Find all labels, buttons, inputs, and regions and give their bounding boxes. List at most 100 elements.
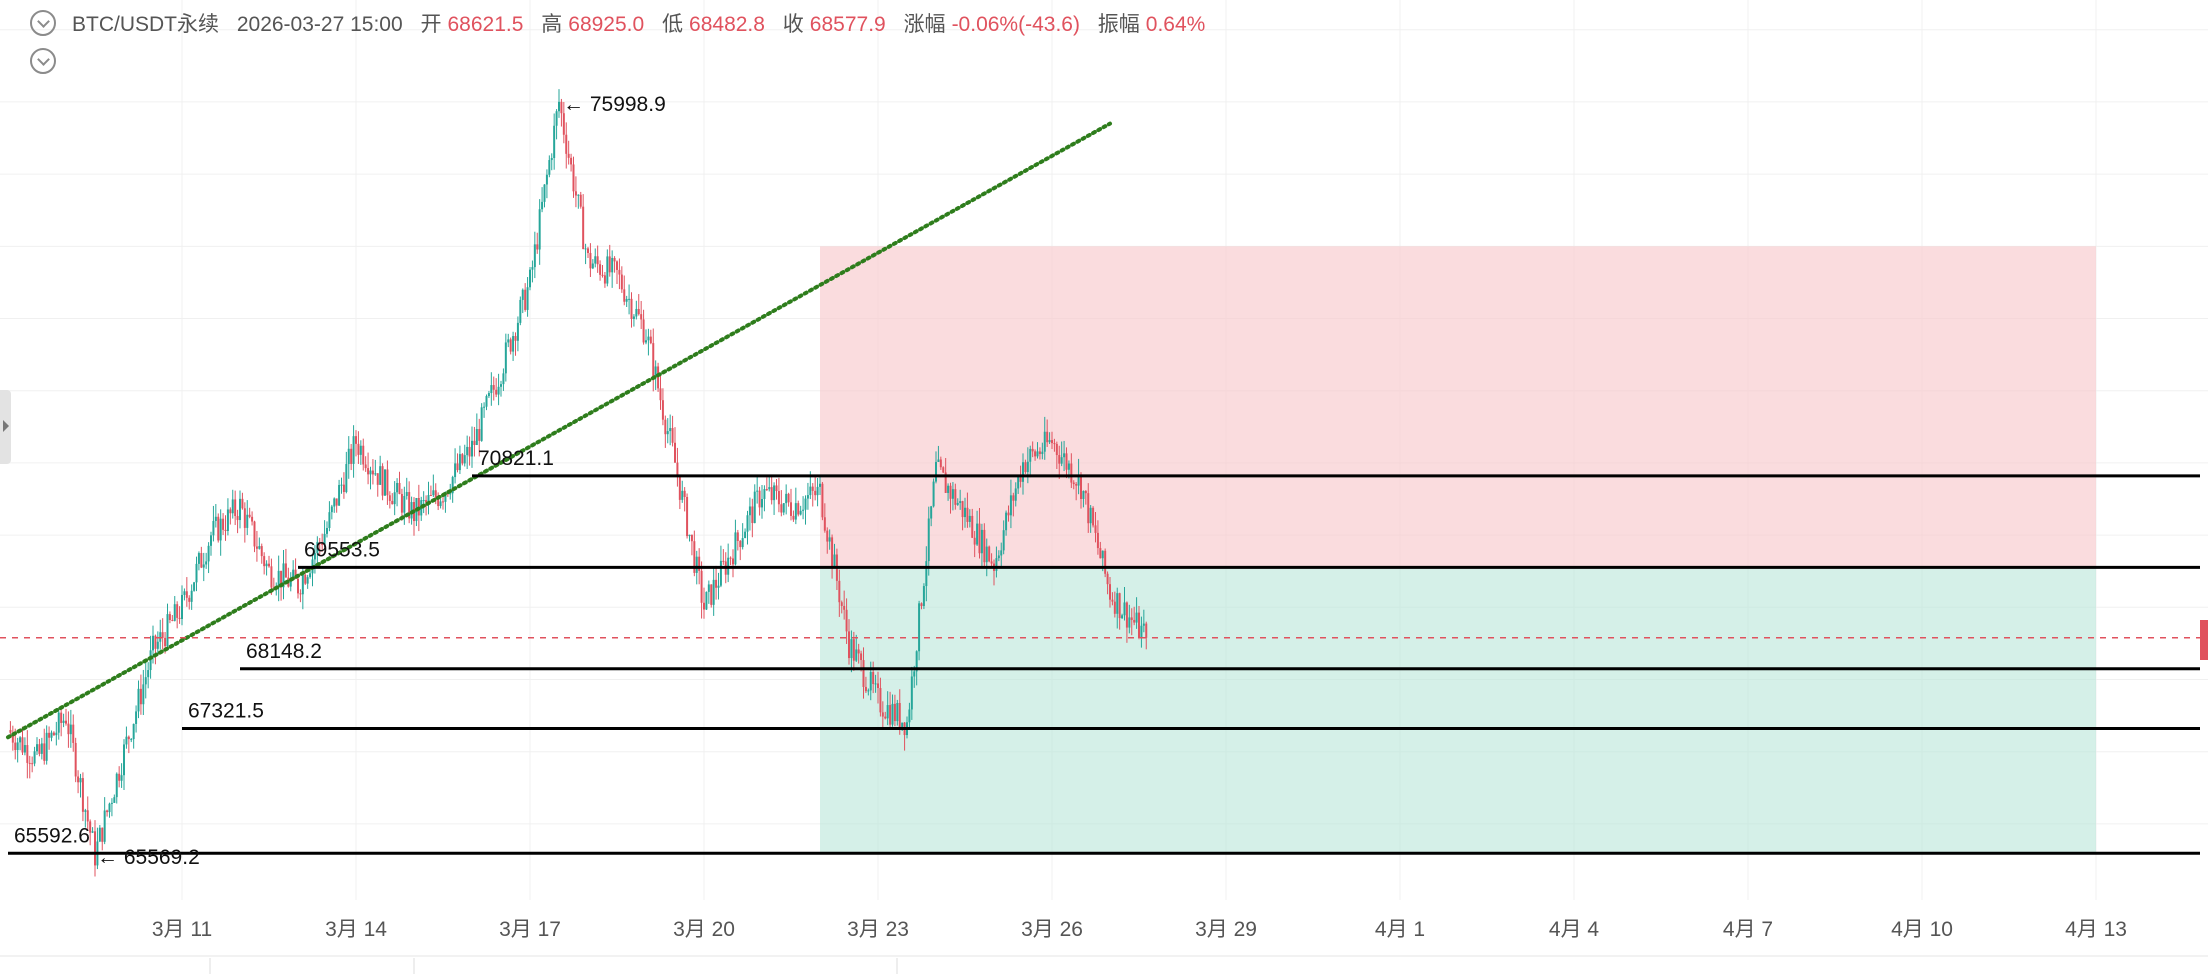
candle bbox=[676, 447, 679, 487]
candle bbox=[635, 300, 638, 320]
candle-body bbox=[200, 553, 203, 568]
candle bbox=[613, 256, 616, 273]
candle-body bbox=[57, 712, 60, 733]
candle bbox=[1053, 438, 1056, 452]
candle-body bbox=[647, 336, 650, 341]
candle bbox=[229, 507, 232, 525]
candle bbox=[606, 249, 609, 287]
candle-body bbox=[28, 762, 31, 764]
candle-body bbox=[306, 577, 309, 584]
candle-body bbox=[45, 732, 48, 761]
candle-body bbox=[340, 484, 343, 486]
candle-body bbox=[301, 575, 304, 595]
candle-body bbox=[152, 635, 154, 651]
candle-body bbox=[393, 492, 396, 505]
candle-body bbox=[821, 483, 824, 518]
candle bbox=[618, 258, 621, 290]
low-value: 68482.8 bbox=[689, 13, 765, 36]
candle-body bbox=[65, 720, 67, 724]
candle-body bbox=[384, 469, 386, 496]
candle-body bbox=[123, 744, 125, 776]
candle bbox=[1106, 571, 1109, 595]
candle bbox=[1051, 431, 1053, 449]
candle bbox=[925, 546, 928, 602]
candle-body bbox=[860, 653, 863, 661]
candle-body bbox=[268, 563, 270, 567]
collapse-header-icon[interactable] bbox=[30, 10, 56, 36]
candle-body bbox=[475, 428, 478, 445]
candle-body bbox=[381, 466, 384, 496]
side-panel-toggle-icon[interactable] bbox=[0, 390, 11, 464]
candle-body bbox=[347, 448, 350, 465]
candle bbox=[376, 473, 379, 497]
candle bbox=[239, 490, 241, 529]
candle-body bbox=[284, 563, 287, 578]
candle bbox=[1072, 480, 1075, 490]
candle bbox=[367, 452, 370, 485]
candle-body bbox=[739, 540, 742, 548]
candle-body bbox=[618, 269, 621, 275]
candle bbox=[502, 368, 505, 391]
candle-body bbox=[243, 508, 246, 528]
candle-body bbox=[1106, 573, 1109, 585]
candle bbox=[773, 482, 776, 515]
candle-body bbox=[949, 485, 952, 499]
candle-body bbox=[166, 614, 169, 647]
candle-body bbox=[652, 343, 655, 378]
candle bbox=[144, 661, 147, 699]
candle bbox=[645, 329, 647, 345]
candle bbox=[833, 543, 836, 567]
candle bbox=[855, 634, 858, 663]
candle bbox=[995, 546, 998, 578]
candle-body bbox=[282, 563, 285, 588]
candle-body bbox=[819, 483, 821, 487]
candle bbox=[1096, 520, 1099, 555]
candle bbox=[1113, 591, 1116, 618]
candle bbox=[94, 820, 96, 877]
candle bbox=[33, 746, 36, 767]
candle bbox=[647, 328, 650, 356]
candle-body bbox=[840, 602, 843, 606]
candle-body bbox=[38, 744, 41, 754]
candle-body bbox=[608, 256, 611, 273]
candle bbox=[263, 552, 266, 575]
x-tick-label: 3月 11 bbox=[152, 918, 212, 941]
candle-body bbox=[277, 570, 280, 588]
candle bbox=[671, 415, 674, 447]
expand-indicators-icon[interactable] bbox=[30, 48, 56, 74]
candle bbox=[500, 380, 502, 397]
low-label: 低 bbox=[662, 13, 684, 36]
candle bbox=[388, 491, 391, 509]
candle bbox=[9, 721, 12, 735]
candle-body bbox=[207, 545, 210, 562]
candle bbox=[628, 284, 631, 315]
candle bbox=[255, 530, 258, 562]
candle-body bbox=[330, 506, 333, 513]
change-label: 涨幅 bbox=[903, 13, 946, 36]
candle-body bbox=[700, 570, 703, 603]
candle bbox=[400, 488, 403, 521]
candle-body bbox=[492, 385, 495, 390]
candle bbox=[364, 456, 367, 472]
candle-body bbox=[616, 261, 618, 270]
candle bbox=[632, 314, 635, 327]
candle-body bbox=[748, 506, 751, 516]
candle bbox=[983, 523, 986, 568]
candle bbox=[28, 755, 31, 779]
candle bbox=[413, 497, 415, 536]
candle bbox=[1034, 449, 1037, 461]
candle bbox=[555, 109, 558, 140]
candle-body bbox=[487, 393, 490, 397]
candle bbox=[1036, 442, 1039, 459]
candle-body bbox=[490, 385, 493, 394]
candle bbox=[831, 534, 834, 579]
candle bbox=[284, 548, 287, 578]
candle-body bbox=[966, 507, 969, 522]
candle bbox=[1012, 492, 1015, 517]
candle-body bbox=[630, 298, 633, 320]
candle bbox=[132, 723, 135, 749]
candle-body bbox=[741, 538, 744, 548]
candle bbox=[536, 232, 539, 254]
candle bbox=[603, 271, 606, 288]
